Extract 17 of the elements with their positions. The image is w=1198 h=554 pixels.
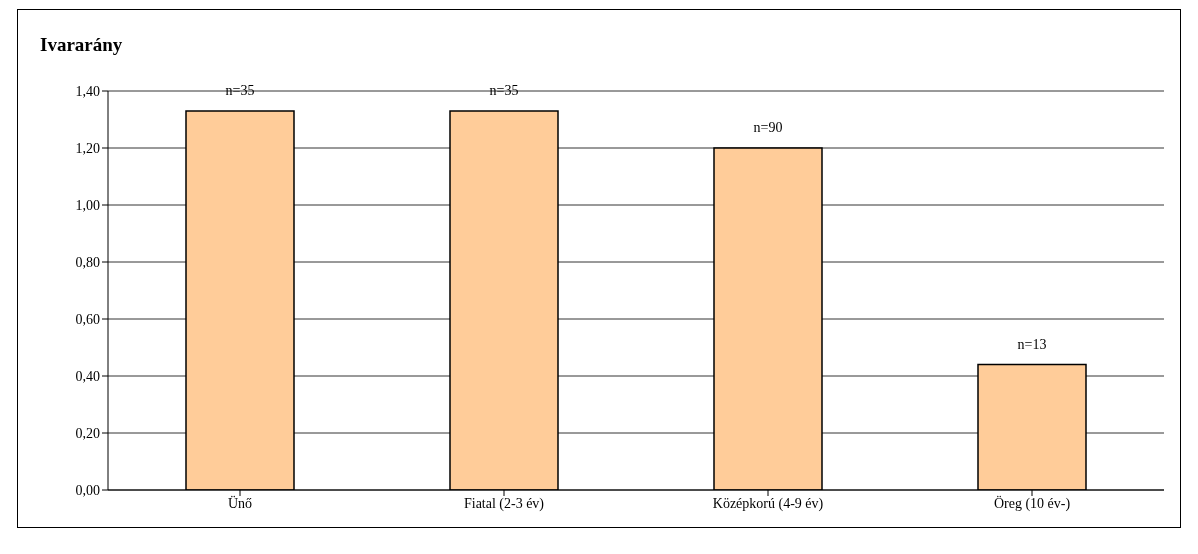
annotation: n=35	[225, 82, 255, 98]
y-tick-label: 0,20	[75, 425, 100, 441]
y-tick-label: 0,60	[75, 311, 100, 327]
x-tick-label: Ünő	[227, 494, 253, 511]
y-tick-label: 1,00	[75, 197, 100, 213]
y-tick-label: 0,40	[75, 368, 100, 384]
y-tick-label: 1,40	[75, 83, 100, 99]
x-tick-label: Fiatal (2-3 év)	[463, 495, 545, 512]
y-tick-label: 0,80	[75, 254, 100, 270]
annotation: n=35	[489, 82, 519, 98]
chart-title: Ivararány	[40, 34, 123, 56]
x-tick-label: Öreg (10 év-)	[993, 494, 1071, 512]
annotation: n=90	[753, 120, 783, 135]
x-tick-label: Középkorú (4-9 év)	[712, 495, 824, 512]
annotation: n=13	[1017, 336, 1047, 352]
y-tick-label: 0,00	[75, 482, 100, 498]
y-tick-label: 1,20	[75, 140, 100, 156]
